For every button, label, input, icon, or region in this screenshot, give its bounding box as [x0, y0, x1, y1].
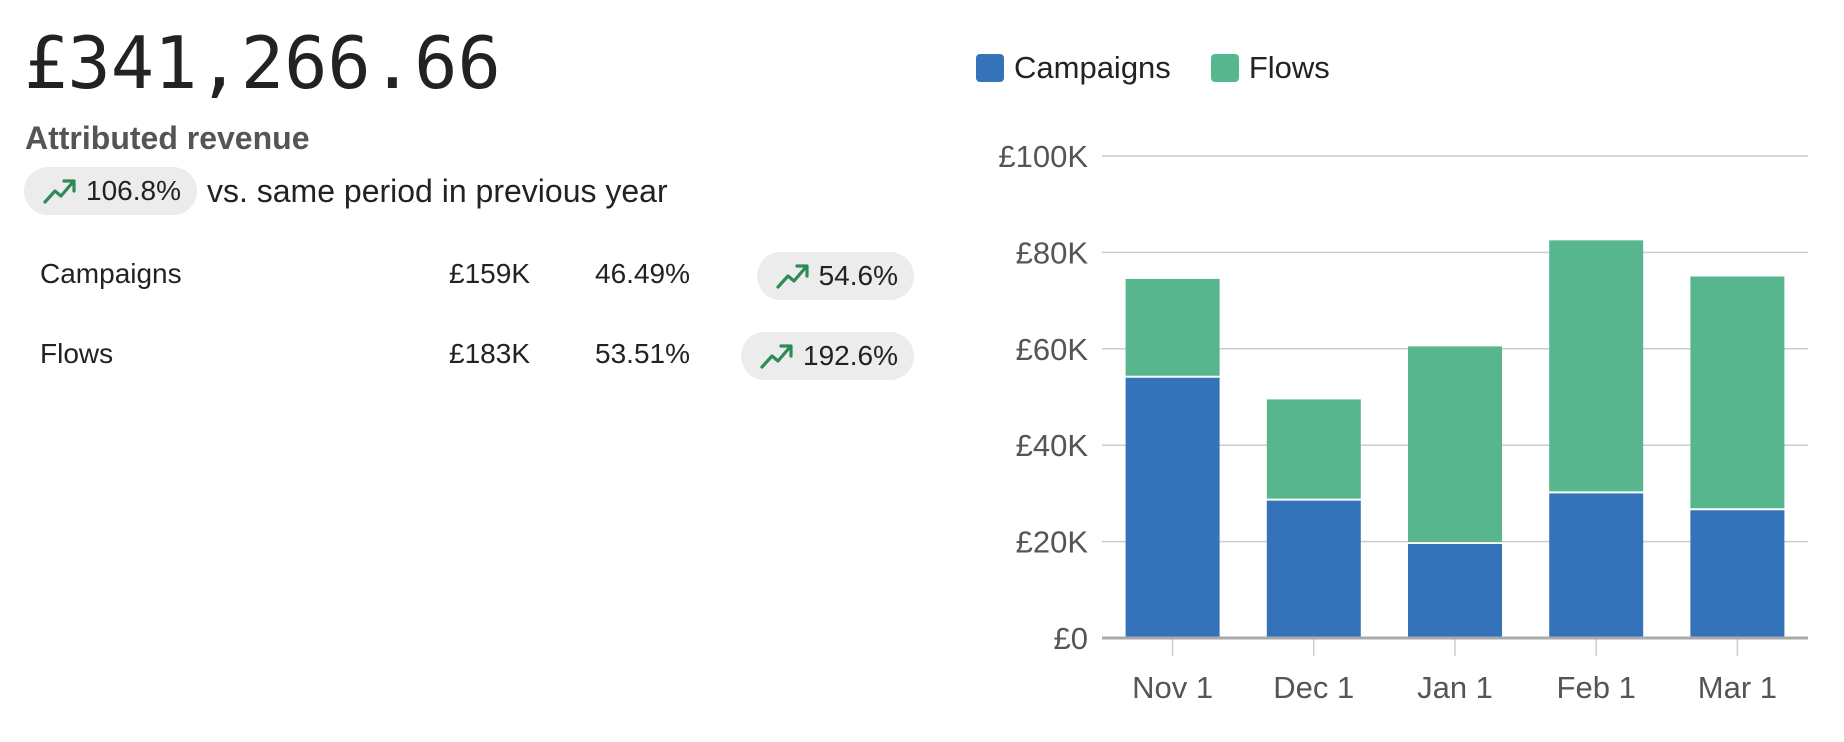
revenue-chart: Campaigns Flows £0 £20K £40K £60K £80K £100K N…	[940, 0, 1844, 742]
breakdown-share: 46.49%	[595, 258, 690, 289]
y-tick-label: £80K	[1016, 235, 1089, 270]
bar-campaigns-feb-1	[1549, 493, 1644, 638]
legend-item-flows[interactable]: Flows	[1210, 50, 1330, 86]
bar-flows-mar-1	[1690, 276, 1785, 509]
breakdown-name: Campaigns	[40, 258, 182, 289]
legend-swatch-campaigns	[976, 54, 1004, 82]
breakdown-change-badge: 192.6%	[741, 332, 914, 380]
attributed-revenue-label: Attributed revenue	[25, 120, 310, 156]
breakdown-change-value: 54.6%	[818, 260, 898, 291]
revenue-trend-row: 106.8% vs. same period in previous year	[24, 166, 668, 216]
legend-label: Flows	[1248, 50, 1330, 85]
breakdown-row-campaigns: Campaigns £159K 46.49% 54.6%	[40, 248, 914, 328]
revenue-breakdown-table: Campaigns £159K 46.49% 54.6% Flows £183K…	[40, 248, 914, 408]
comparison-text: vs. same period in previous year	[206, 172, 668, 209]
trending-up-icon	[43, 179, 76, 204]
bar-campaigns-jan-1	[1408, 544, 1502, 638]
trending-up-icon	[760, 344, 793, 369]
y-tick-label: £60K	[1016, 332, 1089, 367]
attributed-revenue-total: £341,266.66	[24, 21, 501, 105]
legend-label: Campaigns	[1014, 50, 1171, 85]
x-tick-label: Dec 1	[1273, 670, 1354, 705]
bar-flows-dec-1	[1266, 399, 1361, 499]
revenue-change-badge: 106.8%	[24, 167, 197, 215]
chart-legend: Campaigns Flows	[976, 50, 1370, 86]
breakdown-share: 53.51%	[595, 338, 690, 369]
legend-item-campaigns[interactable]: Campaigns	[976, 50, 1171, 86]
breakdown-value: £159K	[449, 258, 530, 289]
bar-campaigns-nov-1	[1125, 377, 1220, 638]
y-tick-label: £100K	[998, 139, 1088, 174]
stacked-bar-chart: £0 £20K £40K £60K £80K £100K Nov 1 Dec 1 Jan 1 Fe…	[998, 139, 1808, 705]
revenue-change-value: 106.8%	[86, 175, 181, 206]
y-tick-label: £20K	[1016, 525, 1089, 560]
trending-up-icon	[775, 264, 809, 289]
breakdown-value: £183K	[449, 338, 530, 369]
y-tick-label: £40K	[1016, 428, 1089, 463]
x-tick-label: Jan 1	[1417, 670, 1493, 705]
breakdown-row-flows: Flows £183K 53.51% 192.6%	[40, 328, 914, 408]
breakdown-change-value: 192.6%	[803, 340, 898, 371]
breakdown-name: Flows	[40, 338, 114, 369]
bar-campaigns-mar-1	[1690, 510, 1785, 638]
bar-campaigns-dec-1	[1266, 500, 1361, 638]
x-tick-label: Mar 1	[1698, 670, 1777, 705]
bar-flows-feb-1	[1549, 240, 1644, 492]
y-tick-label: £0	[1054, 621, 1088, 656]
bar-flows-jan-1	[1408, 346, 1502, 543]
x-tick-label: Nov 1	[1132, 670, 1213, 705]
x-tick-label: Feb 1	[1557, 670, 1636, 705]
bar-flows-nov-1	[1125, 278, 1220, 376]
breakdown-change-badge: 54.6%	[756, 252, 914, 300]
legend-swatch-flows	[1210, 54, 1239, 82]
